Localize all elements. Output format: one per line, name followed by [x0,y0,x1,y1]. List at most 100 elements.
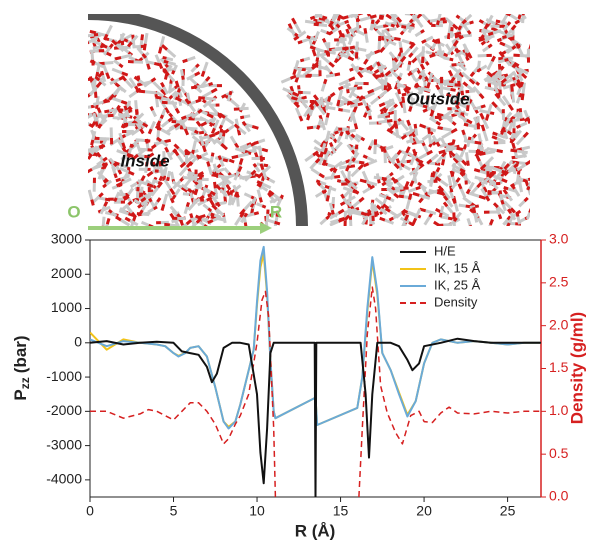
water-oxygen [422,104,428,109]
water-bond [323,150,331,161]
water-bond [525,212,530,220]
water-bond [127,147,133,154]
water-bond [365,180,378,187]
water-bond [109,77,120,85]
water-bond [328,202,334,211]
water-oxygen [338,107,343,112]
water-bond [132,139,140,147]
water-bond [396,174,405,182]
water-bond [378,193,387,199]
water-oxygen [164,222,171,226]
water-bond [215,167,225,174]
water-bond [378,112,389,118]
water-bond [498,97,507,107]
water-oxygen [440,159,446,166]
water-bond [527,180,530,187]
origin-label: O [67,202,80,221]
water-oxygen [111,39,118,46]
water-oxygen [461,19,467,25]
water-bond [136,46,144,56]
water-bond [499,193,507,199]
water-bond [308,109,314,117]
water-oxygen [474,140,482,145]
water-oxygen [297,40,303,45]
water-oxygen [103,201,109,207]
water-bond [407,151,418,160]
water-oxygen [268,189,275,196]
water-oxygen [451,198,457,205]
water-oxygen [100,43,108,49]
water-bond [406,64,411,72]
water-bond [237,152,249,158]
water-oxygen [528,208,530,213]
water-bond [466,217,472,226]
water-bond [114,191,121,199]
water-bond [118,189,126,198]
water-bond [320,83,326,92]
water-oxygen [408,18,414,24]
water-oxygen [150,143,157,150]
water-bond [425,50,433,56]
water-oxygen [328,141,334,148]
water-bond [244,124,251,133]
water-bond [473,105,482,111]
water-bond [94,61,104,69]
water-bond [162,193,169,205]
water-oxygen [428,142,433,148]
water-oxygen [491,101,498,109]
water-oxygen [325,195,330,202]
water-bond [368,159,378,166]
water-oxygen [503,73,509,78]
water-oxygen [207,219,214,224]
water-bond [519,217,526,223]
water-bond [424,42,432,49]
water-oxygen [455,177,461,183]
water-oxygen [518,92,523,98]
water-oxygen [467,52,473,59]
water-oxygen [375,204,382,210]
water-oxygen [515,211,520,217]
water-oxygen [330,209,335,215]
water-oxygen [237,165,243,173]
water-oxygen [350,133,356,139]
x-tick-label: 5 [170,503,178,519]
water-bond [409,135,414,144]
water-oxygen [510,84,514,92]
water-oxygen [442,201,449,208]
water-oxygen [396,16,403,23]
water-oxygen [218,124,224,130]
water-bond [502,84,512,90]
water-oxygen [510,24,517,31]
water-bond [209,156,214,163]
water-oxygen [429,53,436,59]
water-oxygen [411,217,418,225]
x-tick-label: 20 [416,503,432,519]
water-bond [461,71,471,81]
water-oxygen [368,115,372,120]
water-bond [92,112,98,122]
water-bond [472,116,479,124]
water-oxygen [321,140,327,146]
water-oxygen [479,112,485,120]
water-oxygen [350,149,356,155]
water-oxygen [407,60,412,65]
water-bond [90,50,95,60]
water-bond [166,56,174,62]
water-bond [467,123,476,128]
water-bond [484,156,495,166]
water-bond [430,153,439,162]
water-oxygen [409,14,414,16]
water-bond [331,14,340,23]
water-oxygen [457,25,463,31]
water-bond [510,132,515,140]
water-oxygen [192,84,198,90]
water-bond [400,122,410,132]
water-oxygen [122,195,128,201]
water-bond [118,209,130,216]
water-oxygen [400,55,407,63]
water-bond [503,117,511,128]
water-oxygen [136,82,143,87]
water-oxygen [420,29,425,34]
water-bond [286,26,296,35]
water-oxygen [146,63,151,70]
